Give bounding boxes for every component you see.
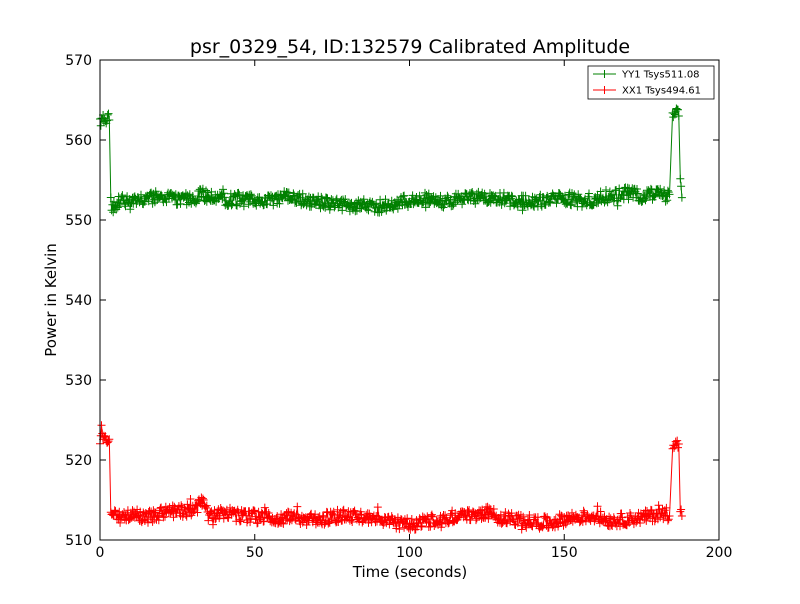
legend-marker-xx1 [600, 86, 609, 94]
legend-marker-yy1 [600, 70, 609, 78]
y-tick-label: 540 [65, 293, 92, 309]
x-tick-label: 0 [96, 545, 105, 561]
y-axis-label: Power in Kelvin [42, 243, 60, 357]
chart-title: psr_0329_54, ID:132579 Calibrated Amplit… [190, 36, 630, 58]
legend-label-yy1: YY1 Tsys511.08 [621, 70, 700, 81]
y-tick-label: 510 [65, 533, 92, 549]
legend-box [587, 65, 715, 100]
legend-entry-yy1: YY1 Tsys511.08 [593, 70, 700, 81]
legend-entry-xx1: XX1 Tsys494.61 [593, 86, 701, 97]
x-tick-label: 200 [706, 545, 733, 561]
ticks: 0 50 100 150 200 510 520 530 540 550 560 570 [65, 53, 732, 561]
y-tick-label: 570 [65, 53, 92, 69]
series-xx1 [96, 421, 686, 534]
x-tick-label: 100 [396, 545, 423, 561]
y-tick-label: 520 [65, 453, 92, 469]
y-tick-label: 550 [65, 213, 92, 229]
x-axis-label: Time (seconds) [352, 563, 468, 581]
legend-label-xx1: XX1 Tsys494.61 [622, 86, 701, 97]
y-tick-label: 560 [65, 133, 92, 149]
x-tick-label: 50 [246, 545, 264, 561]
plot-area [96, 104, 686, 534]
legend: YY1 Tsys511.08 XX1 Tsys494.61 [587, 65, 715, 100]
x-tick-label: 150 [551, 545, 578, 561]
y-tick-label: 530 [65, 373, 92, 389]
